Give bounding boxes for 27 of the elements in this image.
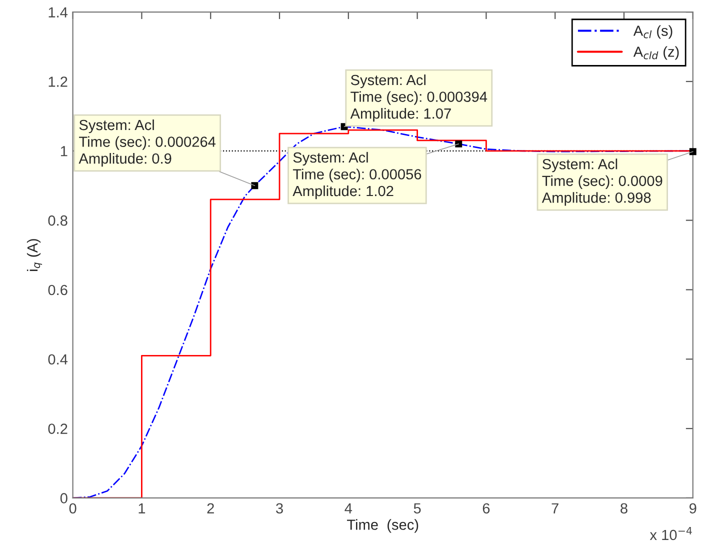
- annotation: System: Acl Time (sec): 0.0009 Amplitude: 0.998: [542, 158, 662, 206]
- legend-label: A$_{cld}$ (z): [633, 46, 679, 60]
- y-tick-label: 1: [60, 146, 68, 156]
- y-tick-label: 1.2: [48, 76, 68, 87]
- x-tick-label: 7: [552, 503, 558, 514]
- y-tick-label: 0.8: [48, 215, 68, 226]
- y-tick-label: 0.6: [48, 284, 68, 296]
- annotation: System: Acl Time (sec): 0.00056 Amplitude: 1.02: [292, 152, 422, 200]
- y-tick-label: 0: [60, 493, 68, 504]
- y-tick-label: 1.4: [48, 7, 68, 18]
- x-tick-label: 1: [138, 503, 146, 514]
- x-tick-label: 4: [344, 503, 352, 514]
- annotation: System: Acl Time (sec): 0.000264 Amplitude: 0.9: [78, 119, 216, 167]
- x-axis-title: Time (sec): [346, 519, 418, 533]
- text: x 10$^{−4}$: [650, 526, 692, 540]
- x-tick-label: 0: [69, 503, 76, 514]
- x-tick-label: 5: [414, 503, 421, 514]
- x-tick-label: 6: [482, 503, 490, 514]
- x-tick-label: 8: [620, 503, 628, 514]
- annotation: System: Acl Time (sec): 0.000394 Amplitude: 1.07: [350, 74, 488, 122]
- x-tick-label: 9: [690, 503, 696, 514]
- legend-label: A$_{cl}$ (s): [633, 25, 672, 39]
- x-tick-label: 2: [207, 503, 214, 514]
- y-tick-label: 0.2: [48, 424, 68, 434]
- x-tick-label: 3: [276, 503, 283, 514]
- y-tick-label: 0.4: [48, 354, 68, 365]
- y-axis-title: i$_{q}$ (A): [26, 239, 42, 271]
